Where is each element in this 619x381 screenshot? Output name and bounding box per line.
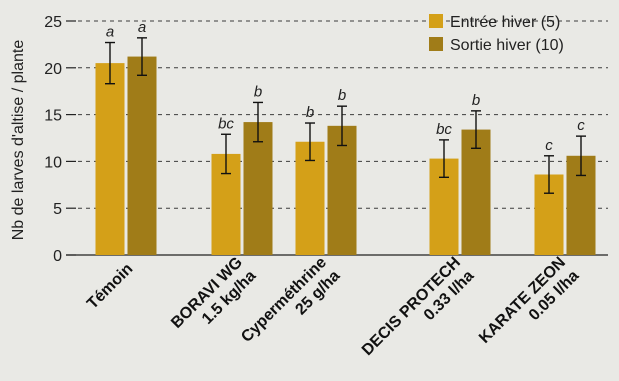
y-axis-label: Nb de larves d'altise / plante [10, 40, 27, 241]
y-tick-label: 5 [53, 201, 62, 218]
significance-letter: bc [218, 115, 234, 132]
significance-letter: a [138, 19, 146, 36]
bar [95, 63, 125, 256]
y-tick-label: 15 [44, 108, 62, 125]
legend-label: Sortie hiver (10) [450, 37, 564, 54]
legend-swatch [429, 14, 443, 28]
significance-letter: a [106, 24, 114, 41]
significance-letter: b [472, 92, 480, 109]
y-tick-label: 25 [44, 14, 62, 31]
bar [127, 56, 157, 256]
bar [327, 125, 357, 255]
y-tick-label: 0 [53, 248, 62, 265]
significance-letter: b [306, 104, 314, 121]
legend-swatch [429, 37, 443, 51]
bar [243, 122, 273, 255]
significance-letter: b [338, 87, 346, 104]
x-tick-label-group: Témoin [84, 260, 136, 312]
legend-label: Entrée hiver (5) [450, 14, 560, 31]
y-tick-label: 10 [44, 154, 62, 171]
x-tick-label: Témoin [84, 260, 136, 312]
significance-letter: bc [436, 121, 452, 138]
significance-letter: b [254, 83, 262, 100]
significance-letter: c [577, 117, 585, 134]
significance-letter: c [545, 137, 553, 154]
bar [461, 129, 491, 255]
y-tick-label: 20 [44, 61, 62, 78]
